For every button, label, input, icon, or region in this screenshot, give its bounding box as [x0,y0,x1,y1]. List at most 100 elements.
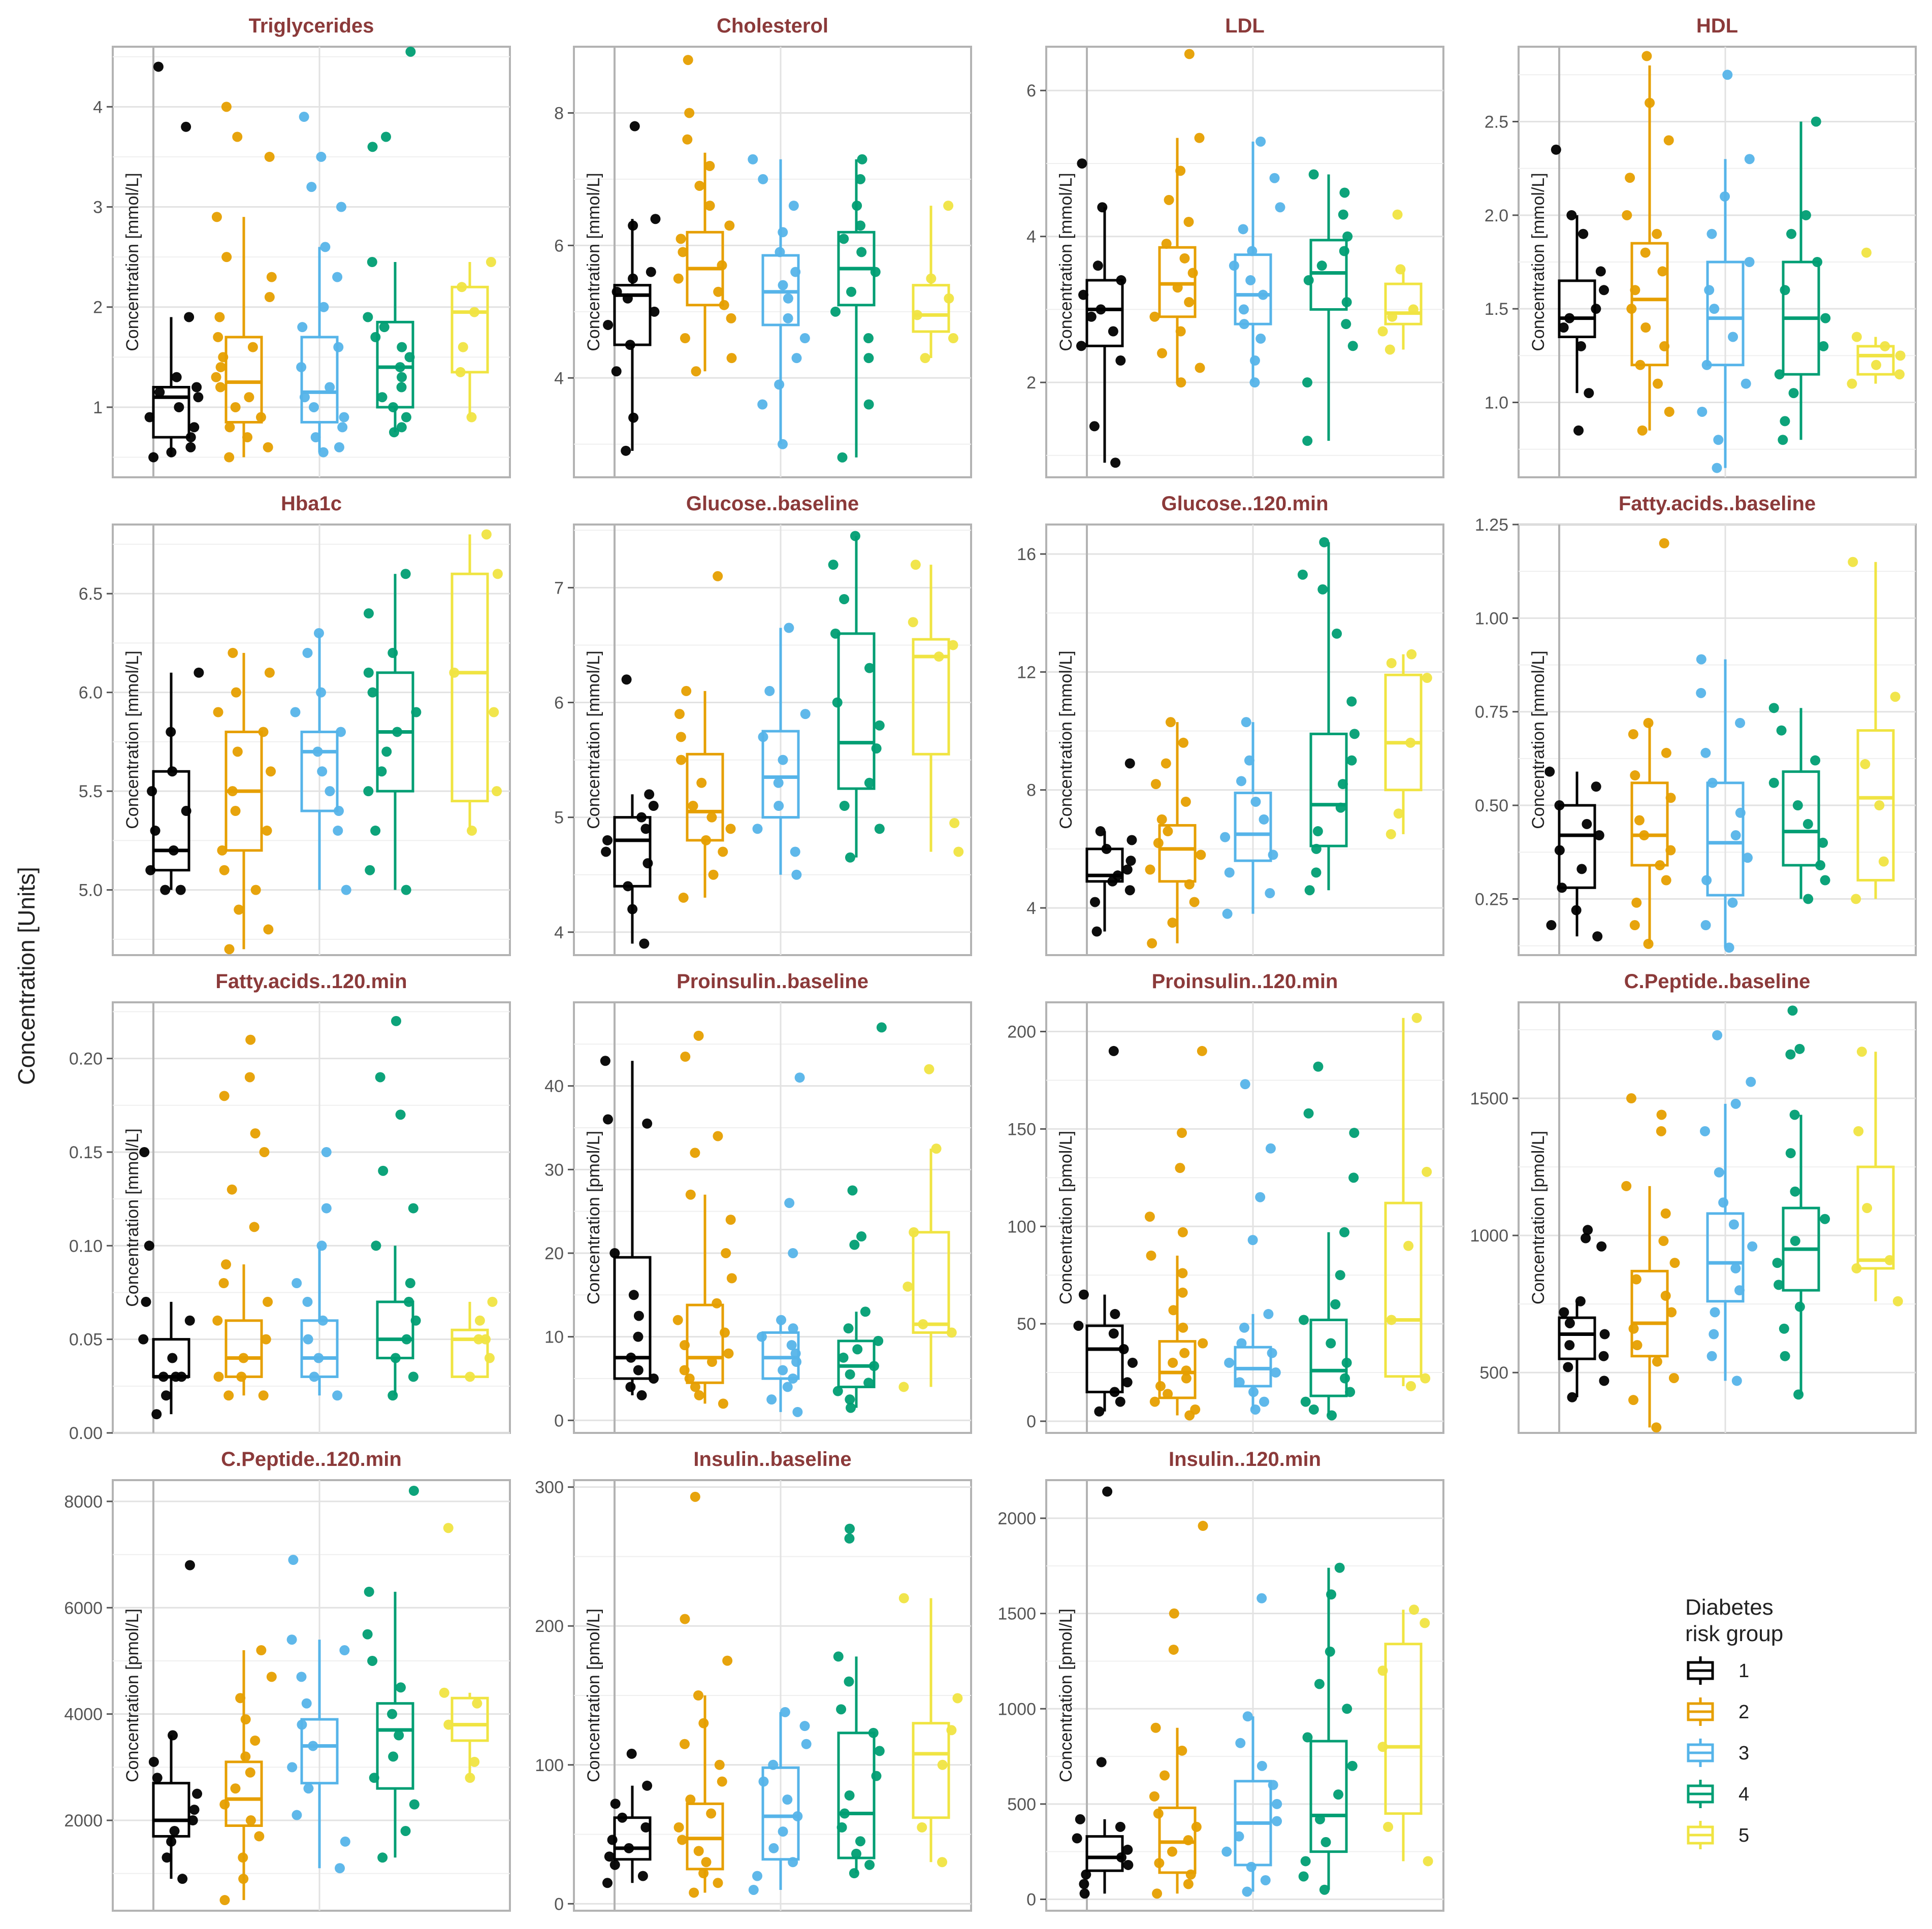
data-point [1730,830,1741,841]
data-point [465,1773,475,1783]
data-point [381,746,392,757]
data-point [1551,144,1561,155]
data-point [698,1868,709,1879]
box-iqr [376,1702,414,1790]
data-point [1194,133,1205,143]
data-point [299,112,309,122]
data-point [367,142,378,152]
data-point [394,1730,404,1741]
data-point [1575,1296,1586,1306]
panel-title: Cholesterol [717,15,828,37]
data-point [792,1811,803,1821]
data-point [788,201,799,211]
data-point [1645,97,1655,108]
data-point [145,865,156,875]
group-1 [601,674,659,949]
data-point [640,1822,651,1833]
panel-frame [1045,1001,1444,1434]
data-point [1660,1290,1671,1301]
data-point [602,835,613,845]
data-point [1337,779,1348,790]
data-point [610,1799,621,1809]
data-point [224,944,235,955]
data-point [396,382,407,393]
data-point [648,1373,659,1384]
data-point [855,1836,865,1847]
data-point [396,422,407,433]
data-point [367,1655,378,1666]
data-point [240,1751,251,1762]
y-tick-label: 0.50 [1475,796,1508,815]
data-point [193,392,204,403]
data-point [1308,1404,1319,1415]
data-point [1744,257,1755,267]
y-axis-label: Concentration [mmol/L] [584,650,603,829]
data-point [600,1056,610,1066]
box-iqr [1706,781,1745,897]
data-point [363,312,373,322]
data-point [261,1334,271,1345]
data-point [871,1771,882,1781]
data-point [371,1240,381,1251]
data-point [948,333,958,344]
group-3 [752,623,811,880]
data-point [1696,688,1706,698]
data-point [219,1895,230,1906]
data-point [1275,202,1285,213]
data-point [1167,918,1178,928]
data-point [310,432,321,443]
panel-title: Insulin..120.min [1169,1448,1321,1470]
data-point [1126,835,1137,845]
data-point [1665,845,1676,856]
data-point [1744,154,1755,165]
data-point [839,801,850,811]
data-point [909,1227,919,1237]
data-point [1741,378,1751,389]
data-point [378,1165,389,1176]
data-point [1789,1109,1800,1120]
data-point [1890,692,1901,702]
data-point [410,1315,421,1326]
data-point [1234,1377,1245,1388]
data-point [1735,717,1746,728]
y-tick-label: 12 [1017,663,1036,682]
data-point [238,1874,249,1884]
data-point [784,623,794,633]
data-point [1152,1888,1163,1899]
data-point [1567,1392,1577,1402]
data-point [1246,1861,1257,1872]
data-point [1179,253,1190,264]
data-point [1598,1351,1609,1361]
y-tick-label: 2000 [997,1509,1036,1528]
data-point [864,1859,875,1870]
data-point [624,1843,634,1853]
data-point [1348,1172,1359,1183]
data-point [467,825,477,836]
data-point [395,1682,406,1693]
y-axis-label: Concentration [mmol/L] [123,1128,142,1307]
group-4 [828,531,885,863]
data-point [214,312,225,322]
data-point [370,332,381,342]
data-point [321,1147,332,1157]
box-iqr [1706,260,1745,367]
data-point [151,1409,162,1420]
data-point [176,1371,187,1382]
panel-title: Fatty.acids..120.min [215,970,407,993]
data-point [1180,796,1191,807]
data-point [219,1799,230,1810]
data-point [316,151,327,162]
data-point [1851,332,1862,342]
data-point [714,1759,725,1770]
data-point [1735,807,1746,818]
group-5 [1384,1012,1432,1391]
data-point [830,628,841,639]
data-point [333,342,344,352]
data-point [775,247,785,257]
box-iqr [1158,246,1197,318]
group-1 [145,667,204,895]
data-point [1326,1589,1337,1600]
panel-frame [112,46,511,478]
data-point [363,608,374,619]
